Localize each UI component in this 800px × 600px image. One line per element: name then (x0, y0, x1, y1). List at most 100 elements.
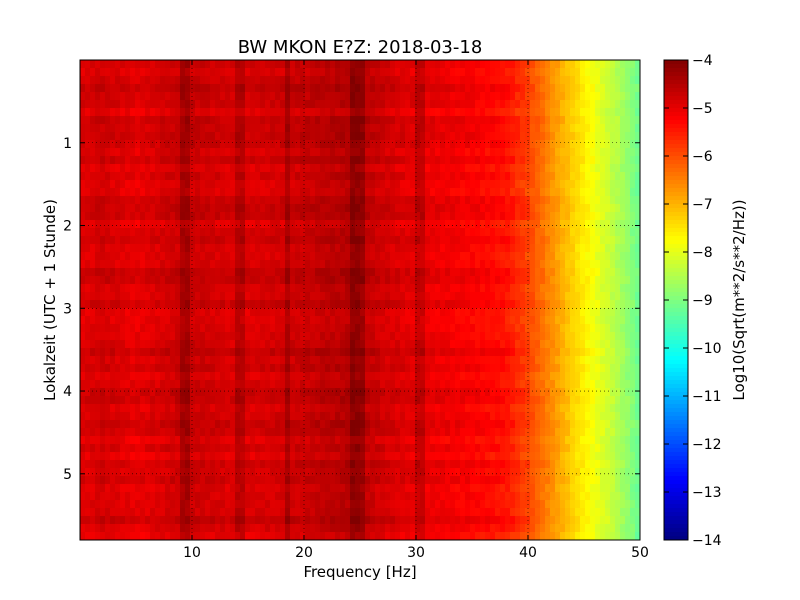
heatmap-cell (420, 316, 426, 325)
heatmap-cell (430, 76, 436, 85)
heatmap-cell (285, 356, 291, 365)
heatmap-cell (570, 284, 576, 293)
heatmap-cell (280, 196, 286, 205)
heatmap-cell (400, 252, 406, 261)
heatmap-cell (400, 396, 406, 405)
heatmap-cell (195, 308, 201, 317)
heatmap-cell (400, 148, 406, 157)
heatmap-cell (625, 204, 631, 213)
heatmap-cell (160, 396, 166, 405)
heatmap-cell (365, 108, 371, 117)
heatmap-cell (395, 196, 401, 205)
heatmap-cell (450, 196, 456, 205)
heatmap-cell (270, 108, 276, 117)
heatmap-cell (285, 212, 291, 221)
heatmap-cell (460, 260, 466, 269)
heatmap-cell (585, 92, 591, 101)
heatmap-cell (150, 132, 156, 141)
heatmap-cell (520, 60, 526, 69)
heatmap-cell (520, 68, 526, 77)
heatmap-cell (610, 380, 616, 389)
heatmap-cell (550, 284, 556, 293)
heatmap-cell (610, 292, 616, 301)
heatmap-cell (385, 404, 391, 413)
heatmap-cell (95, 396, 101, 405)
heatmap-cell (485, 100, 491, 109)
heatmap-cell (295, 300, 301, 309)
heatmap-cell (485, 340, 491, 349)
heatmap-cell (620, 116, 626, 125)
heatmap-cell (100, 244, 106, 253)
heatmap-cell (410, 164, 416, 173)
heatmap-cell (600, 300, 606, 309)
heatmap-cell (515, 380, 521, 389)
heatmap-cell (510, 356, 516, 365)
heatmap-cell (530, 196, 536, 205)
heatmap-cell (120, 308, 126, 317)
heatmap-cell (575, 156, 581, 165)
heatmap-cell (340, 292, 346, 301)
heatmap-cell (495, 84, 501, 93)
heatmap-cell (425, 364, 431, 373)
heatmap-cell (160, 116, 166, 125)
heatmap-cell (415, 236, 421, 245)
heatmap-cell (485, 396, 491, 405)
heatmap-cell (615, 60, 621, 69)
heatmap-cell (530, 252, 536, 261)
heatmap-cell (510, 252, 516, 261)
heatmap-cell (340, 212, 346, 221)
heatmap-cell (315, 212, 321, 221)
heatmap-cell (195, 316, 201, 325)
heatmap-cell (425, 340, 431, 349)
heatmap-cell (310, 84, 316, 93)
heatmap-cell (285, 188, 291, 197)
heatmap-cell (550, 292, 556, 301)
heatmap-cell (555, 108, 561, 117)
heatmap-cell (595, 108, 601, 117)
heatmap-cell (115, 212, 121, 221)
heatmap-cell (495, 396, 501, 405)
heatmap-cell (415, 356, 421, 365)
heatmap-cell (135, 220, 141, 229)
heatmap-cell (515, 68, 521, 77)
heatmap-cell (345, 156, 351, 165)
heatmap-cell (505, 108, 511, 117)
heatmap-cell (345, 68, 351, 77)
heatmap-cell (130, 124, 136, 133)
heatmap-cell (355, 92, 361, 101)
heatmap-cell (105, 244, 111, 253)
heatmap-cell (255, 164, 261, 173)
heatmap-cell (110, 236, 116, 245)
heatmap-cell (440, 108, 446, 117)
heatmap-cell (345, 348, 351, 357)
heatmap-cell (390, 412, 396, 421)
heatmap-cell (610, 172, 616, 181)
heatmap-cell (305, 324, 311, 333)
heatmap-cell (215, 172, 221, 181)
heatmap-cell (415, 412, 421, 421)
heatmap-cell (400, 132, 406, 141)
heatmap-cell (470, 300, 476, 309)
heatmap-cell (485, 76, 491, 85)
heatmap-cell (435, 212, 441, 221)
heatmap-cell (565, 332, 571, 341)
heatmap-cell (430, 396, 436, 405)
heatmap-cell (145, 180, 151, 189)
heatmap-cell (330, 68, 336, 77)
heatmap-cell (625, 84, 631, 93)
heatmap-cell (225, 284, 231, 293)
heatmap-cell (195, 412, 201, 421)
heatmap-cell (245, 244, 251, 253)
heatmap-cell (120, 116, 126, 125)
heatmap-cell (170, 412, 176, 421)
heatmap-cell (150, 308, 156, 317)
heatmap-cell (475, 300, 481, 309)
heatmap-cell (165, 180, 171, 189)
heatmap-cell (90, 284, 96, 293)
heatmap-cell (560, 188, 566, 197)
heatmap-cell (430, 180, 436, 189)
heatmap-cell (80, 348, 86, 357)
heatmap-cell (395, 332, 401, 341)
heatmap-cell (255, 276, 261, 285)
